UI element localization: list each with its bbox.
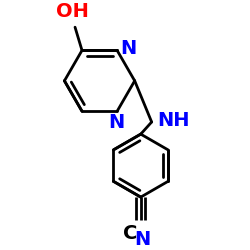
- Text: N: N: [134, 230, 150, 249]
- Text: N: N: [120, 39, 136, 58]
- Text: N: N: [108, 113, 124, 132]
- Text: OH: OH: [56, 2, 89, 21]
- Text: NH: NH: [158, 111, 190, 130]
- Text: C: C: [124, 224, 138, 244]
